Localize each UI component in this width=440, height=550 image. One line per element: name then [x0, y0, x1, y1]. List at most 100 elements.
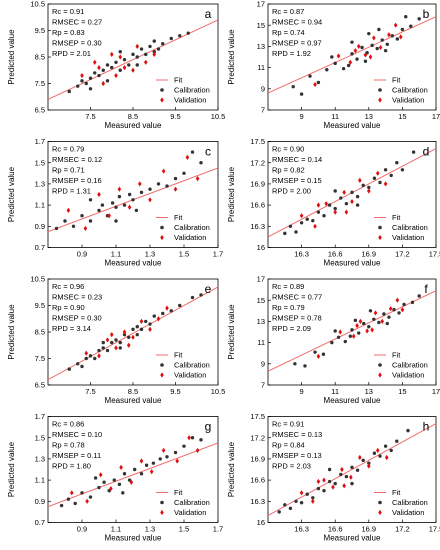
- calibration-point: [118, 68, 122, 72]
- y-tick-label: 13: [257, 317, 265, 326]
- calibration-point: [362, 321, 366, 326]
- validation-point: [118, 54, 123, 60]
- calibration-point: [59, 503, 64, 508]
- calibration-point: [350, 190, 354, 195]
- calibration-point: [311, 496, 315, 500]
- validation-point: [156, 316, 161, 322]
- legend-fit-label: Fit: [174, 213, 183, 222]
- validation-point: [344, 209, 349, 215]
- validation-point: [356, 43, 361, 49]
- validation-point: [368, 54, 373, 60]
- calibration-point: [133, 467, 137, 472]
- calibration-point: [80, 79, 84, 83]
- calibration-point: [144, 463, 149, 467]
- calibration-point: [88, 198, 93, 202]
- validation-point: [340, 466, 344, 473]
- calibration-point: [330, 340, 334, 345]
- panel-label: f: [424, 282, 428, 296]
- calibration-point: [277, 510, 281, 514]
- validation-point: [322, 477, 326, 483]
- x-axis-label: Measured value: [105, 396, 162, 405]
- plot-frame: [267, 278, 437, 386]
- y-tick-label: 16: [257, 518, 265, 527]
- stat-line: RMSEP = 0.30: [52, 39, 102, 48]
- y-tick-label: 15: [257, 21, 265, 30]
- validation-point: [378, 44, 383, 51]
- calibration-point: [368, 309, 373, 313]
- stat-line: Rc = 0.86: [52, 420, 84, 429]
- calibration-point: [71, 224, 76, 228]
- calibration-point: [101, 346, 105, 350]
- y-tick-label: 17: [257, 0, 265, 9]
- calibration-point: [336, 335, 341, 339]
- stat-line: RPD = 1.31: [52, 187, 91, 196]
- x-tick-label: 17.5: [429, 250, 440, 259]
- calibration-point: [288, 506, 293, 511]
- y-tick-label: 1.7: [35, 137, 45, 146]
- validation-point: [105, 337, 110, 343]
- calibration-point: [199, 293, 203, 297]
- calibration-point: [395, 161, 399, 165]
- calibration-point: [355, 203, 360, 207]
- legend-calibration-label: Calibration: [174, 86, 210, 95]
- validation-point: [316, 478, 321, 485]
- calibration-point: [385, 42, 389, 46]
- x-tick-label: 16.3: [294, 250, 309, 259]
- calibration-point: [88, 219, 93, 223]
- calibration-point: [100, 203, 105, 207]
- validation-point: [395, 297, 400, 303]
- calibration-point: [122, 203, 127, 207]
- stat-line: RMSEP = 0.15: [272, 176, 322, 185]
- validation-point: [114, 345, 118, 351]
- calibration-point: [67, 367, 71, 371]
- calibration-point: [325, 68, 329, 72]
- calibration-point: [186, 31, 190, 35]
- y-tick-label: 0.7: [35, 518, 45, 527]
- y-tick-label: 15: [257, 296, 265, 305]
- validation-point: [365, 328, 369, 334]
- calibration-point: [333, 189, 337, 193]
- y-axis-label: Predicted value: [7, 441, 16, 497]
- calibration-point: [370, 43, 374, 48]
- x-tick-label: 1.1: [111, 250, 121, 259]
- y-tick-label: 8.5: [35, 53, 45, 62]
- calibration-point: [313, 350, 317, 354]
- x-axis-label: Measured value: [324, 396, 381, 405]
- calibration-point: [380, 38, 384, 42]
- calibration-point: [178, 34, 182, 38]
- stat-line: RMSEC = 0.13: [272, 430, 322, 439]
- calibration-point: [400, 168, 405, 172]
- legend-validation-swatch: [378, 509, 382, 516]
- calibration-point: [152, 50, 156, 54]
- validation-point: [353, 48, 358, 54]
- calibration-point: [383, 168, 388, 172]
- validation-point: [331, 484, 335, 490]
- x-tick-label: 10.5: [211, 112, 226, 121]
- calibration-point: [169, 36, 173, 41]
- stat-line: Rc = 0.91: [52, 7, 84, 16]
- calibration-point: [299, 92, 304, 96]
- y-tick-label: 13: [257, 42, 265, 51]
- calibration-point: [190, 295, 195, 300]
- calibration-point: [118, 346, 122, 350]
- calibration-point: [122, 57, 127, 62]
- y-axis-label: Predicted value: [227, 441, 236, 497]
- stat-line: Rp = 0.90: [52, 303, 85, 312]
- validation-point: [195, 447, 200, 454]
- plot-frame: [267, 141, 437, 248]
- calibration-point: [385, 321, 389, 326]
- calibration-point: [350, 481, 354, 486]
- calibration-point: [117, 482, 122, 487]
- calibration-point: [165, 455, 169, 459]
- validation-point: [109, 332, 114, 338]
- calibration-point: [152, 39, 156, 43]
- calibration-point: [118, 340, 122, 345]
- chart-panel-a: 7.5 8.5 9.5 10.5 6.5 7.5 8.5 9.5 10.5 Measured va…: [7, 0, 225, 130]
- calibration-point: [383, 444, 388, 448]
- calibration-point: [148, 44, 152, 49]
- validation-point: [97, 191, 101, 198]
- calibration-point: [372, 451, 377, 455]
